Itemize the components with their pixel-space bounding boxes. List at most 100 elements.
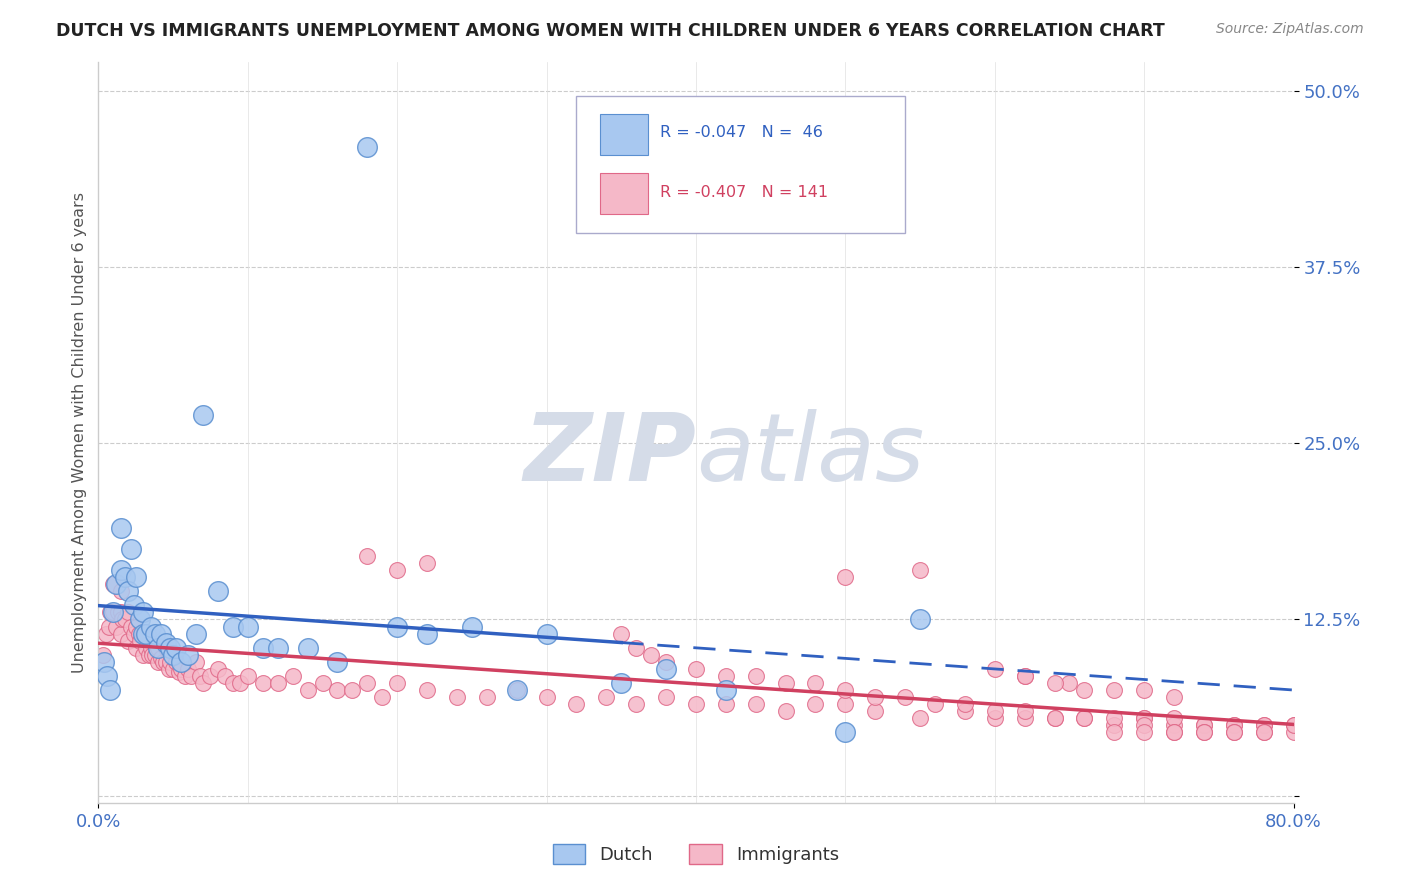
Point: [356, 676, 378, 690]
Point: [1253, 725, 1275, 739]
FancyBboxPatch shape: [600, 114, 648, 155]
Point: [117, 633, 139, 648]
Point: [1014, 711, 1036, 725]
Point: [214, 669, 236, 683]
Point: [125, 640, 148, 655]
Point: [1223, 718, 1246, 732]
Point: [148, 655, 170, 669]
Point: [180, 669, 202, 683]
Point: [1253, 718, 1275, 732]
Y-axis label: Unemployment Among Women with Children Under 6 years: Unemployment Among Women with Children U…: [72, 192, 87, 673]
Point: [908, 612, 931, 626]
Point: [1104, 718, 1126, 732]
Point: [152, 655, 174, 669]
Point: [804, 676, 827, 690]
Point: [98, 606, 122, 620]
Point: [385, 619, 409, 633]
Point: [924, 697, 946, 711]
Point: [610, 626, 633, 640]
Point: [107, 606, 129, 620]
Point: [984, 662, 1007, 676]
Point: [165, 640, 187, 655]
Point: [132, 606, 155, 620]
Point: [640, 648, 662, 662]
Point: [125, 570, 148, 584]
Point: [1043, 711, 1066, 725]
Point: [281, 669, 304, 683]
Point: [148, 640, 170, 655]
Point: [1163, 718, 1185, 732]
Point: [326, 655, 349, 669]
Point: [1282, 725, 1305, 739]
Point: [148, 640, 170, 655]
Point: [1014, 669, 1036, 683]
Point: [475, 690, 498, 704]
Point: [1192, 718, 1215, 732]
FancyBboxPatch shape: [576, 95, 905, 233]
Point: [834, 697, 856, 711]
Point: [105, 577, 128, 591]
Point: [125, 619, 148, 633]
Point: [165, 655, 187, 669]
Point: [1163, 711, 1185, 725]
Point: [297, 683, 319, 698]
Point: [1192, 725, 1215, 739]
Point: [159, 655, 181, 669]
Point: [94, 626, 117, 640]
Point: [865, 704, 887, 718]
Point: [155, 636, 177, 650]
Point: [908, 563, 931, 577]
Point: [626, 697, 648, 711]
Point: [745, 669, 768, 683]
Text: atlas: atlas: [696, 409, 924, 500]
Point: [155, 655, 177, 669]
Point: [908, 711, 931, 725]
Point: [159, 640, 181, 655]
Point: [110, 584, 132, 599]
Point: [167, 665, 190, 679]
Point: [714, 683, 737, 698]
Point: [342, 683, 364, 698]
Point: [416, 556, 439, 570]
Point: [326, 683, 349, 698]
Point: [714, 697, 737, 711]
Point: [565, 697, 588, 711]
Point: [169, 662, 191, 676]
Point: [188, 669, 211, 683]
Point: [311, 676, 333, 690]
Point: [1282, 718, 1305, 732]
Point: [252, 640, 274, 655]
Point: [894, 690, 917, 704]
Point: [132, 626, 155, 640]
Point: [506, 683, 529, 698]
Point: [1253, 725, 1275, 739]
Point: [1059, 676, 1081, 690]
Point: [267, 676, 290, 690]
Point: [150, 626, 173, 640]
Point: [984, 704, 1007, 718]
Point: [1223, 725, 1246, 739]
Point: [169, 655, 191, 669]
Point: [135, 640, 157, 655]
Point: [110, 626, 132, 640]
Point: [1163, 690, 1185, 704]
Point: [297, 640, 319, 655]
Point: [655, 690, 678, 704]
Point: [610, 676, 633, 690]
Point: [685, 662, 707, 676]
Point: [1192, 725, 1215, 739]
Point: [222, 676, 245, 690]
Point: [143, 648, 166, 662]
FancyBboxPatch shape: [600, 173, 648, 214]
Text: Source: ZipAtlas.com: Source: ZipAtlas.com: [1216, 22, 1364, 37]
Point: [120, 619, 142, 633]
Point: [117, 606, 139, 620]
Point: [953, 704, 976, 718]
Point: [207, 662, 229, 676]
Point: [252, 676, 274, 690]
Point: [174, 669, 197, 683]
Point: [1104, 725, 1126, 739]
Point: [129, 612, 152, 626]
Point: [1043, 676, 1066, 690]
Point: [655, 662, 678, 676]
